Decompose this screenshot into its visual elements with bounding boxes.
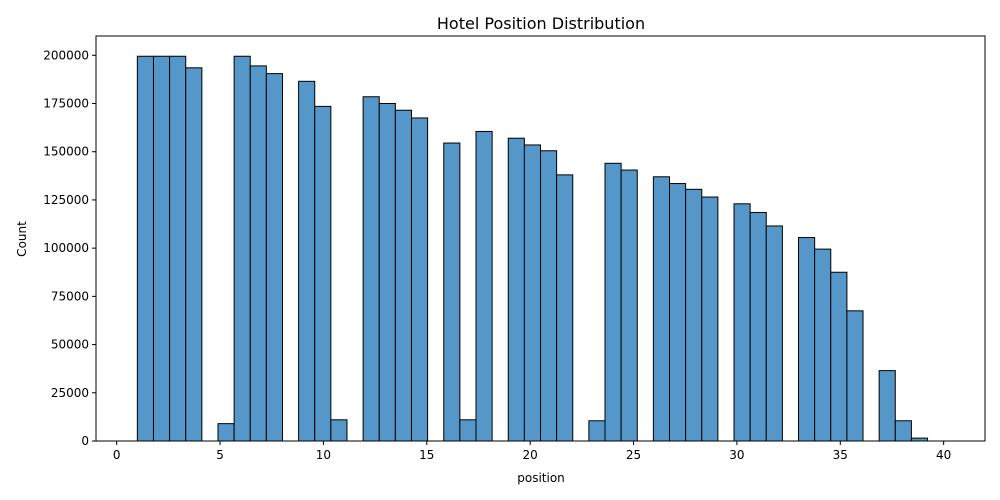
y-tick-label: 200000 (43, 48, 89, 62)
histogram-bar (394, 109, 412, 442)
x-tick-label: 15 (419, 448, 434, 462)
histogram-bar (749, 211, 767, 442)
x-tick-label: 30 (729, 448, 744, 462)
y-tick-label: 50000 (51, 338, 89, 352)
histogram-bar (765, 225, 783, 442)
y-tick-label: 0 (81, 434, 89, 448)
chart-title: Hotel Position Distribution (437, 14, 645, 33)
histogram-bar (330, 419, 348, 442)
x-axis-label: position (517, 471, 565, 485)
histogram-bar (217, 423, 235, 442)
y-tick-label: 125000 (43, 193, 89, 207)
histogram-bar (669, 183, 687, 442)
x-tick-label: 40 (936, 448, 951, 462)
histogram-bar (314, 105, 332, 442)
y-axis-ticks: 0 25000 50000 75000 100000 125000 150000 175000… (43, 48, 96, 448)
histogram-bar (652, 176, 671, 442)
histogram-bar (378, 103, 396, 442)
x-tick-label: 20 (523, 448, 538, 462)
histogram-bar (475, 130, 493, 442)
x-tick-label: 25 (626, 448, 641, 462)
histogram-bar (846, 310, 864, 442)
histogram-bar (459, 419, 477, 442)
histogram-bar (265, 73, 283, 442)
histogram-bar (814, 248, 832, 442)
histogram-bar (540, 150, 558, 442)
histogram-bar (588, 420, 606, 442)
y-tick-label: 25000 (51, 386, 89, 400)
histogram-bar (249, 65, 267, 442)
histogram-bar (894, 420, 912, 442)
histogram-bar (362, 96, 380, 442)
histogram-bar (410, 117, 429, 442)
histogram-bar (507, 137, 525, 442)
histogram-bar (830, 271, 848, 442)
histogram-bar (185, 67, 203, 442)
x-tick-label: 5 (216, 448, 224, 462)
y-tick-label: 100000 (43, 241, 89, 255)
histogram-bar (556, 174, 574, 442)
y-axis-label: Count (15, 221, 29, 257)
histogram-bar (604, 162, 622, 442)
histogram-bar (620, 169, 638, 442)
histogram-bar (136, 55, 154, 442)
y-tick-label: 75000 (51, 289, 89, 303)
histogram-bar (443, 142, 461, 442)
x-tick-label: 10 (316, 448, 331, 462)
x-tick-label: 35 (833, 448, 848, 462)
y-tick-label: 150000 (43, 145, 89, 159)
histogram-bar (798, 237, 816, 442)
histogram-bar (701, 196, 719, 442)
histogram-bar (298, 80, 316, 442)
histogram-bar (685, 188, 703, 442)
histogram-bar (233, 55, 251, 442)
bars-group (136, 55, 929, 442)
histogram-bar (169, 55, 187, 442)
x-tick-label: 0 (113, 448, 121, 462)
x-axis-ticks: 0 5 10 15 20 25 30 35 40 (113, 441, 951, 462)
histogram-bar (878, 370, 896, 442)
histogram-bar (152, 55, 171, 442)
plot-frame (95, 35, 986, 442)
histogram-bar (733, 203, 751, 442)
y-tick-label: 175000 (43, 97, 89, 111)
histogram-bar (523, 144, 541, 442)
